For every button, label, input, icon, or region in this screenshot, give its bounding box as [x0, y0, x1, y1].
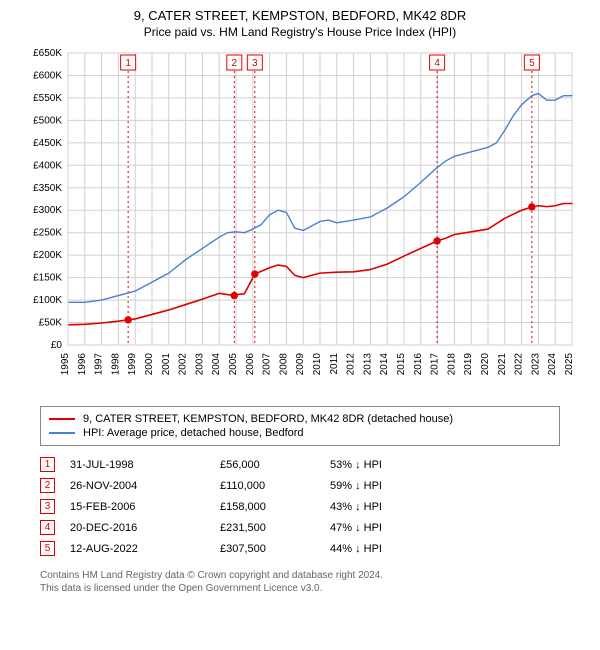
- svg-text:1: 1: [125, 58, 131, 69]
- svg-text:2002: 2002: [178, 353, 189, 376]
- transaction-price: £110,000: [220, 480, 330, 492]
- legend: 9, CATER STREET, KEMPSTON, BEDFORD, MK42…: [40, 406, 560, 446]
- svg-text:£200K: £200K: [33, 250, 62, 261]
- transaction-marker: 5: [40, 541, 55, 556]
- svg-text:2004: 2004: [211, 353, 222, 376]
- chart-subtitle: Price paid vs. HM Land Registry's House …: [0, 25, 600, 39]
- svg-text:2017: 2017: [430, 353, 441, 376]
- svg-text:4: 4: [434, 58, 440, 69]
- transaction-price: £231,500: [220, 522, 330, 534]
- legend-item: 9, CATER STREET, KEMPSTON, BEDFORD, MK42…: [49, 413, 551, 425]
- transaction-row: 3 15-FEB-2006£158,00043% ↓ HPI: [40, 496, 560, 517]
- legend-label: 9, CATER STREET, KEMPSTON, BEDFORD, MK42…: [83, 413, 453, 425]
- transaction-row: 2 26-NOV-2004£110,00059% ↓ HPI: [40, 475, 560, 496]
- svg-text:2008: 2008: [278, 353, 289, 376]
- svg-text:2020: 2020: [480, 353, 491, 376]
- svg-text:£400K: £400K: [33, 160, 62, 171]
- transaction-row: 5 12-AUG-2022£307,50044% ↓ HPI: [40, 538, 560, 559]
- svg-text:2023: 2023: [530, 353, 541, 376]
- svg-text:5: 5: [529, 58, 535, 69]
- svg-text:£550K: £550K: [33, 93, 62, 104]
- svg-text:2000: 2000: [144, 353, 155, 376]
- transaction-row: 1 31-JUL-1998£56,00053% ↓ HPI: [40, 454, 560, 475]
- footer-line-2: This data is licensed under the Open Gov…: [40, 582, 560, 595]
- svg-text:2010: 2010: [312, 353, 323, 376]
- svg-text:2018: 2018: [446, 353, 457, 376]
- transaction-price: £158,000: [220, 501, 330, 513]
- svg-text:2014: 2014: [379, 353, 390, 376]
- transaction-price: £56,000: [220, 459, 330, 471]
- svg-text:£150K: £150K: [33, 273, 62, 284]
- svg-text:2001: 2001: [161, 353, 172, 376]
- svg-text:1997: 1997: [94, 353, 105, 376]
- svg-text:£650K: £650K: [33, 48, 62, 59]
- transaction-vs-hpi: 43% ↓ HPI: [330, 501, 450, 513]
- svg-text:2006: 2006: [245, 353, 256, 376]
- svg-text:2025: 2025: [564, 353, 575, 376]
- transaction-marker: 3: [40, 499, 55, 514]
- transaction-price: £307,500: [220, 543, 330, 555]
- svg-text:2019: 2019: [463, 353, 474, 376]
- svg-text:2003: 2003: [194, 353, 205, 376]
- svg-text:2016: 2016: [413, 353, 424, 376]
- footer-line-1: Contains HM Land Registry data © Crown c…: [40, 569, 560, 582]
- svg-text:2021: 2021: [497, 353, 508, 376]
- legend-item: HPI: Average price, detached house, Bedf…: [49, 427, 551, 439]
- legend-label: HPI: Average price, detached house, Bedf…: [83, 427, 304, 439]
- transaction-marker: 4: [40, 520, 55, 535]
- svg-text:£50K: £50K: [39, 318, 63, 329]
- transaction-vs-hpi: 44% ↓ HPI: [330, 543, 450, 555]
- svg-text:2005: 2005: [228, 353, 239, 376]
- transaction-row: 4 20-DEC-2016£231,50047% ↓ HPI: [40, 517, 560, 538]
- svg-text:2022: 2022: [514, 353, 525, 376]
- chart-header: 9, CATER STREET, KEMPSTON, BEDFORD, MK42…: [0, 0, 600, 45]
- transaction-marker: 2: [40, 478, 55, 493]
- svg-text:£600K: £600K: [33, 70, 62, 81]
- price-chart: £0 £50K £100K £150K £200K £250K £300K £350K £400…: [20, 45, 580, 395]
- svg-text:3: 3: [252, 58, 258, 69]
- svg-text:£450K: £450K: [33, 138, 62, 149]
- svg-text:1996: 1996: [77, 353, 88, 376]
- svg-text:£500K: £500K: [33, 115, 62, 126]
- chart-title: 9, CATER STREET, KEMPSTON, BEDFORD, MK42…: [0, 8, 600, 23]
- svg-text:2013: 2013: [362, 353, 373, 376]
- legend-swatch: [49, 432, 75, 434]
- footer-attribution: Contains HM Land Registry data © Crown c…: [40, 569, 560, 595]
- svg-text:£100K: £100K: [33, 295, 62, 306]
- svg-text:1998: 1998: [110, 353, 121, 376]
- transaction-date: 20-DEC-2016: [70, 522, 220, 534]
- svg-text:2012: 2012: [346, 353, 357, 376]
- svg-text:£0: £0: [51, 340, 63, 351]
- transaction-vs-hpi: 59% ↓ HPI: [330, 480, 450, 492]
- svg-text:2: 2: [232, 58, 238, 69]
- svg-text:1999: 1999: [127, 353, 138, 376]
- transaction-vs-hpi: 47% ↓ HPI: [330, 522, 450, 534]
- svg-text:£250K: £250K: [33, 228, 62, 239]
- legend-swatch: [49, 418, 75, 420]
- transaction-date: 31-JUL-1998: [70, 459, 220, 471]
- transaction-date: 26-NOV-2004: [70, 480, 220, 492]
- svg-text:2007: 2007: [262, 353, 273, 376]
- transaction-marker: 1: [40, 457, 55, 472]
- svg-text:£300K: £300K: [33, 205, 62, 216]
- svg-text:£350K: £350K: [33, 183, 62, 194]
- svg-text:2015: 2015: [396, 353, 407, 376]
- transaction-date: 15-FEB-2006: [70, 501, 220, 513]
- chart-container: £0 £50K £100K £150K £200K £250K £300K £350K £400…: [20, 45, 580, 398]
- svg-text:2011: 2011: [329, 353, 340, 375]
- transaction-vs-hpi: 53% ↓ HPI: [330, 459, 450, 471]
- transactions-table: 1 31-JUL-1998£56,00053% ↓ HPI 2 26-NOV-2004…: [40, 454, 560, 559]
- svg-text:1995: 1995: [60, 353, 71, 376]
- svg-text:2024: 2024: [547, 353, 558, 376]
- svg-text:2009: 2009: [295, 353, 306, 376]
- transaction-date: 12-AUG-2022: [70, 543, 220, 555]
